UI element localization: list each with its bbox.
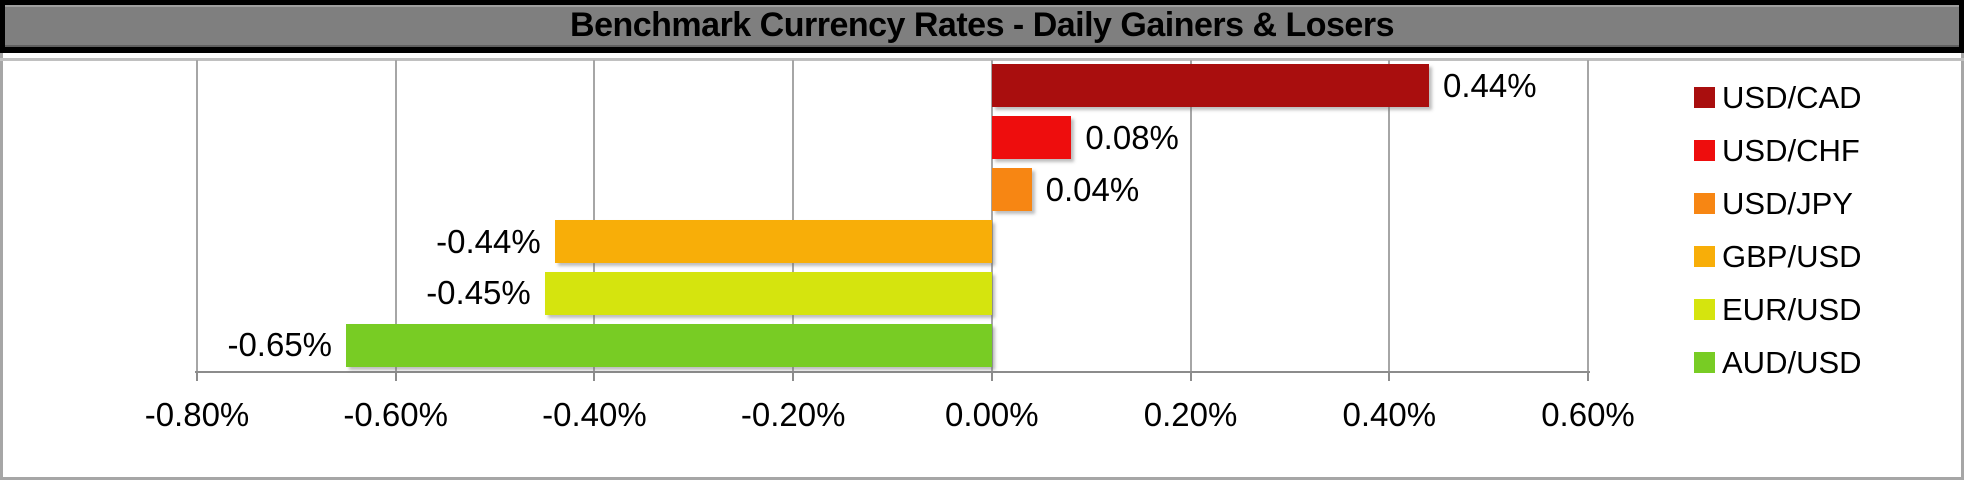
chart-title-banner: Benchmark Currency Rates - Daily Gainers… — [0, 0, 1964, 53]
chart-body-top-divider — [0, 58, 1964, 61]
x-axis-tick — [196, 373, 198, 381]
bar-value-label: -0.45% — [426, 274, 531, 312]
x-axis-label: -0.20% — [740, 396, 846, 433]
gridline — [1189, 60, 1192, 371]
chart-bar-usd-cad — [991, 64, 1429, 108]
x-axis-label: -0.40% — [542, 396, 647, 433]
legend-label: USD/JPY — [1722, 185, 1853, 221]
legend-swatch — [1694, 140, 1715, 161]
x-axis-label: 0.00% — [945, 396, 1039, 433]
gridline — [1388, 60, 1391, 371]
gridline — [792, 60, 795, 371]
x-axis-tick — [792, 373, 795, 381]
legend-swatch — [1694, 299, 1715, 320]
legend-label: USD/CAD — [1722, 79, 1862, 115]
legend-item-eur-usd: EUR/USD — [1694, 283, 1862, 336]
gridline — [196, 60, 198, 371]
legend-item-usd-cad: USD/CAD — [1694, 71, 1862, 124]
legend-item-usd-chf: USD/CHF — [1694, 124, 1860, 177]
x-axis-tick — [1587, 373, 1589, 381]
x-axis-label: -0.80% — [144, 396, 250, 433]
x-axis-tick — [990, 373, 993, 381]
legend-label: EUR/USD — [1722, 291, 1862, 327]
legend-swatch — [1694, 352, 1715, 373]
bar-value-label: -0.65% — [227, 326, 333, 364]
x-axis-tick — [1388, 373, 1391, 381]
gridline — [990, 60, 993, 371]
x-axis-tick — [1189, 373, 1192, 381]
x-axis-tick — [593, 373, 596, 381]
legend-item-usd-jpy: USD/JPY — [1694, 177, 1853, 230]
x-axis-line — [195, 371, 1590, 373]
chart-title: Benchmark Currency Rates - Daily Gainers… — [570, 6, 1394, 44]
chart-bar-eur-usd — [544, 271, 992, 315]
bar-value-label: 0.04% — [1045, 170, 1140, 208]
legend-item-gbp-usd: GBP/USD — [1694, 230, 1862, 283]
chart-bar-usd-jpy — [991, 168, 1032, 212]
legend-swatch — [1694, 87, 1715, 108]
gridline — [394, 60, 397, 371]
bar-value-label: -0.44% — [436, 222, 541, 260]
bar-value-label: 0.44% — [1443, 67, 1537, 104]
chart-bar-aud-usd — [346, 323, 992, 367]
x-axis-label: 0.60% — [1541, 396, 1635, 433]
legend-swatch — [1694, 193, 1715, 214]
bar-value-label: 0.08% — [1085, 118, 1179, 156]
x-axis-label: 0.20% — [1143, 396, 1238, 433]
x-axis-tick — [394, 373, 397, 381]
chart-bar-usd-chf — [991, 116, 1072, 160]
legend-label: USD/CHF — [1722, 132, 1860, 168]
legend-swatch — [1694, 246, 1715, 267]
gridline — [1587, 60, 1589, 371]
chart-plot-background — [0, 52, 1964, 480]
gridline — [593, 60, 596, 371]
legend-item-aud-usd: AUD/USD — [1694, 336, 1862, 389]
x-axis-label: 0.40% — [1342, 396, 1437, 433]
chart-bar-gbp-usd — [554, 219, 992, 263]
legend-label: GBP/USD — [1722, 238, 1862, 274]
legend-label: AUD/USD — [1722, 344, 1862, 380]
x-axis-label: -0.60% — [343, 396, 448, 433]
